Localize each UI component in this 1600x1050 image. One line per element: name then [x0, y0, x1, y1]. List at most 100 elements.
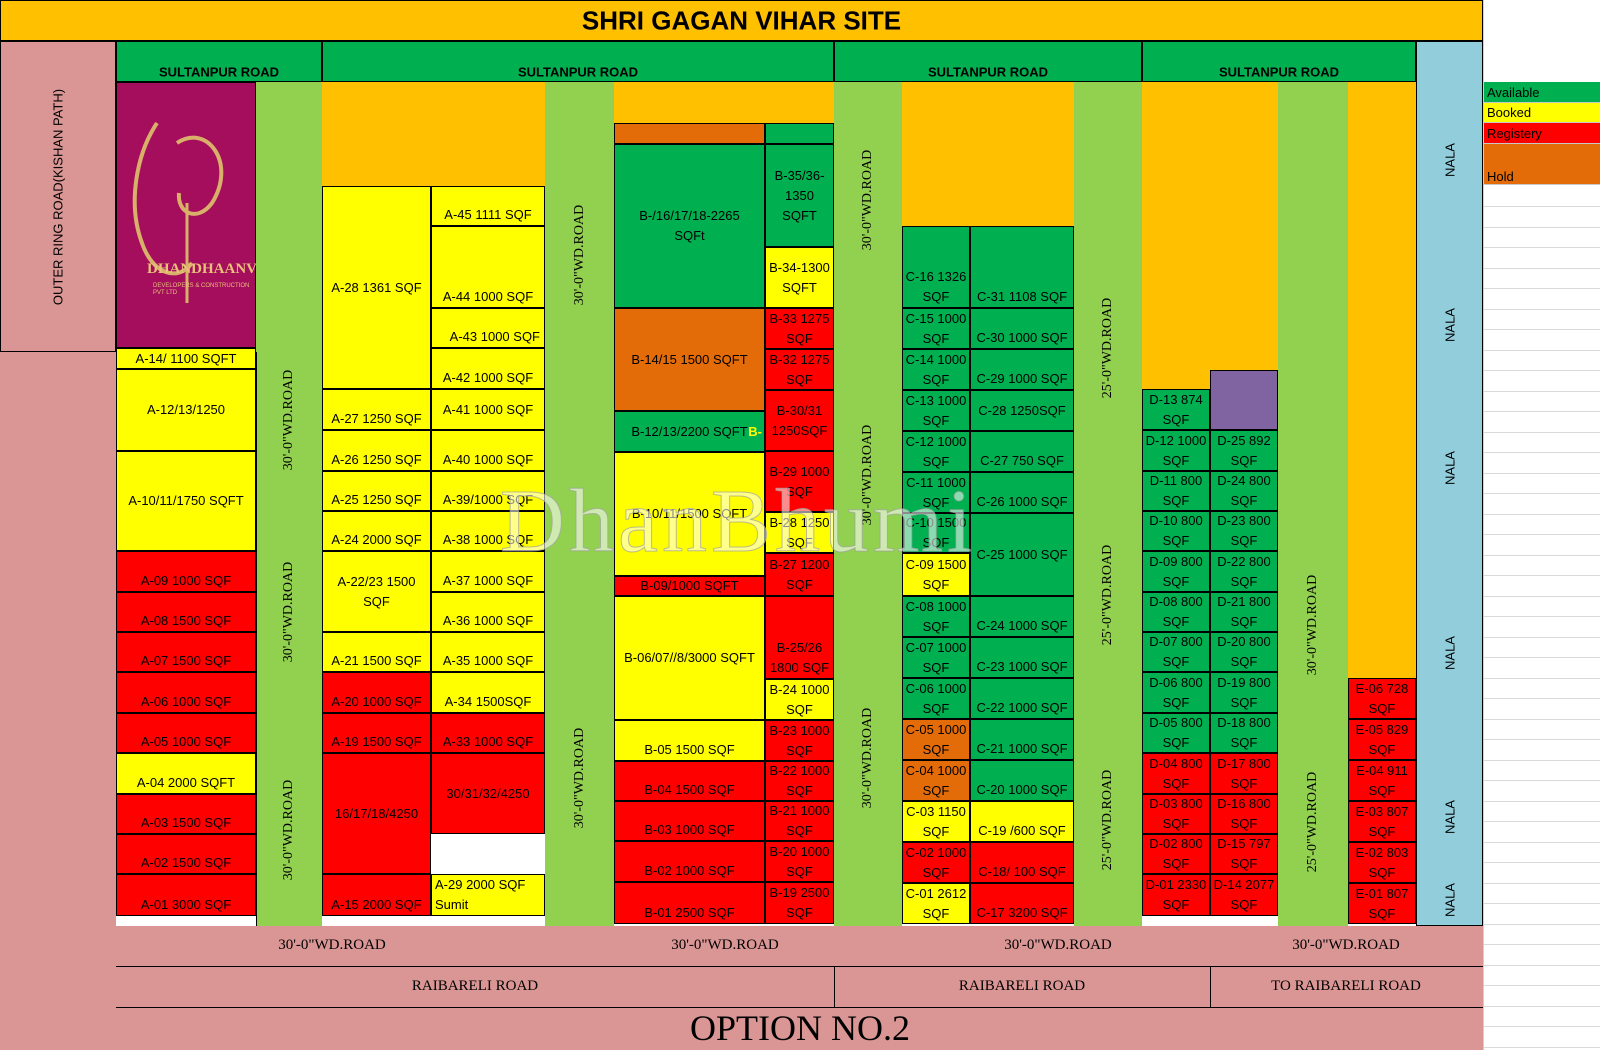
plot-a121313[interactable]: A-12/13/1250: [116, 369, 256, 451]
plot-c03[interactable]: C-03 1150 SQF: [902, 801, 970, 842]
plot-b04[interactable]: B-04 1500 SQF: [614, 761, 765, 801]
plot-a39[interactable]: A-39/1000 SQF: [431, 471, 545, 511]
plot-unlabeled[interactable]: [765, 123, 834, 144]
plot-d03[interactable]: D-03 800 SQF: [1142, 794, 1210, 834]
plot-a43[interactable]: A-43 1000 SQF: [431, 308, 545, 348]
plot-d15[interactable]: D-15 797 SQF: [1210, 834, 1278, 874]
plot-a14[interactable]: A-14/ 1100 SQFT: [116, 348, 256, 369]
plot-c30[interactable]: C-30 1000 SQF: [970, 308, 1074, 349]
plot-a20[interactable]: A-20 1000 SQF: [322, 672, 431, 713]
plot-c28[interactable]: C-28 1250SQF: [970, 390, 1074, 431]
plot-c13[interactable]: C-13 1000 SQF: [902, 390, 970, 431]
plot-a07[interactable]: A-07 1500 SQF: [116, 632, 256, 672]
plot-a101117[interactable]: A-10/11/1750 SQFT: [116, 451, 256, 551]
plot-d06[interactable]: D-06 800 SQF: [1142, 672, 1210, 713]
plot-b19[interactable]: B-19 2500 SQF: [765, 882, 834, 924]
plot-c07[interactable]: C-07 1000 SQF: [902, 637, 970, 678]
plot-d09[interactable]: D-09 800 SQF: [1142, 551, 1210, 592]
plot-b03[interactable]: B-03 1000 SQF: [614, 801, 765, 841]
plot-a05[interactable]: A-05 1000 SQF: [116, 713, 256, 753]
plot-a42[interactable]: A-42 1000 SQF: [431, 348, 545, 389]
plot-a15[interactable]: A-15 2000 SQF: [322, 874, 431, 916]
plot-b29[interactable]: B-29 1000 SQF: [765, 451, 834, 512]
plot-d07[interactable]: D-07 800 SQF: [1142, 632, 1210, 672]
plot-c22[interactable]: C-22 1000 SQF: [970, 678, 1074, 719]
plot-d02[interactable]: D-02 800 SQF: [1142, 834, 1210, 874]
plot-c23[interactable]: C-23 1000 SQF: [970, 637, 1074, 678]
plot-b1213[interactable]: B-12/13/2200 SQFT B-: [614, 411, 765, 452]
plot-b1415[interactable]: B-14/15 1500 SQFT: [614, 308, 765, 411]
plot-b2526[interactable]: B-25/26 1800 SQF: [765, 596, 834, 679]
plot-d16[interactable]: D-16 800 SQF: [1210, 794, 1278, 834]
plot-b05[interactable]: B-05 1500 SQF: [614, 720, 765, 761]
plot-d13[interactable]: D-13 874 SQF: [1142, 389, 1210, 430]
plot-c15[interactable]: C-15 1000 SQF: [902, 308, 970, 349]
plot-c02[interactable]: C-02 1000 SQF: [902, 842, 970, 883]
plot-c04[interactable]: C-04 1000 SQF: [902, 760, 970, 801]
plot-d21[interactable]: D-21 800 SQF: [1210, 592, 1278, 632]
plot-d24[interactable]: D-24 800 SQF: [1210, 471, 1278, 511]
plot-c05[interactable]: C-05 1000 SQF: [902, 719, 970, 760]
plot-b34[interactable]: B-34-1300 SQFT: [765, 247, 834, 308]
plot-a26[interactable]: A-26 1250 SQF: [322, 430, 431, 471]
plot-d01[interactable]: D-01 2330 SQF: [1142, 874, 1210, 916]
plot-b32[interactable]: B-32 1275 SQF: [765, 349, 834, 390]
plot-b24[interactable]: B-24 1000 SQF: [765, 679, 834, 720]
plot-a2223a[interactable]: A-22/23 1500 SQF: [322, 551, 431, 632]
plot-a25[interactable]: A-25 1250 SQF: [322, 471, 431, 511]
plot-e04[interactable]: E-04 911 SQF: [1348, 760, 1416, 801]
plot-a02[interactable]: A-02 1500 SQF: [116, 834, 256, 874]
plot-c14[interactable]: C-14 1000 SQF: [902, 349, 970, 390]
plot-b33[interactable]: B-33 1275 SQF: [765, 308, 834, 349]
plot-b28[interactable]: B-28 1250 SQF: [765, 512, 834, 553]
plot-d23[interactable]: D-23 800 SQF: [1210, 511, 1278, 551]
plot-a06[interactable]: A-06 1000 SQF: [116, 672, 256, 713]
plot-a30313232[interactable]: 30/31/32/4250: [431, 753, 545, 834]
plot-e02[interactable]: E-02 803 SQF: [1348, 842, 1416, 883]
plot-c25[interactable]: C-25 1000 SQF: [970, 513, 1074, 596]
plot-b27[interactable]: B-27 1200 SQF: [765, 553, 834, 596]
plot-a04[interactable]: A-04 2000 SQFT: [116, 753, 256, 794]
plot-b060708[interactable]: B-06/07//8/3000 SQFT: [614, 596, 765, 720]
plot-c26[interactable]: C-26 1000 SQF: [970, 472, 1074, 513]
plot-unlabeled[interactable]: [614, 123, 765, 144]
plot-c10[interactable]: C-10 1500 SQF: [902, 513, 970, 553]
plot-d04[interactable]: D-04 800 SQF: [1142, 753, 1210, 794]
plot-c20[interactable]: C-20 1000 SQF: [970, 760, 1074, 801]
plot-c11[interactable]: C-11 1000 SQF: [902, 472, 970, 513]
plot-a35[interactable]: A-35 1000 SQF: [431, 632, 545, 672]
plot-b3536[interactable]: B-35/36-1350 SQFT: [765, 144, 834, 247]
plot-b22[interactable]: B-22 1000 SQF: [765, 761, 834, 801]
plot-a19[interactable]: A-19 1500 SQF: [322, 713, 431, 753]
plot-d08[interactable]: D-08 800 SQF: [1142, 592, 1210, 632]
plot-c01[interactable]: C-01 2612 SQF: [902, 883, 970, 924]
plot-a161718[interactable]: 16/17/18/4250: [322, 753, 431, 874]
plot-c16[interactable]: C-16 1326 SQF: [902, 226, 970, 308]
plot-unlabeled[interactable]: [1210, 370, 1278, 430]
plot-a34[interactable]: A-34 1500SQF: [431, 672, 545, 713]
plot-d20[interactable]: D-20 800 SQF: [1210, 632, 1278, 672]
plot-d17[interactable]: D-17 800 SQF: [1210, 753, 1278, 794]
plot-c24[interactable]: C-24 1000 SQF: [970, 596, 1074, 637]
plot-a44[interactable]: A-44 1000 SQF: [431, 226, 545, 308]
plot-a45[interactable]: A-45 1111 SQF: [431, 186, 545, 226]
plot-c19[interactable]: C-19 /600 SQF: [970, 801, 1074, 842]
plot-a09[interactable]: A-09 1000 SQF: [116, 551, 256, 592]
plot-a36[interactable]: A-36 1000 SQF: [431, 592, 545, 632]
plot-e05[interactable]: E-05 829 SQF: [1348, 719, 1416, 760]
plot-d10[interactable]: D-10 800 SQF: [1142, 511, 1210, 551]
plot-d14[interactable]: D-14 2077 SQF: [1210, 874, 1278, 916]
plot-c17[interactable]: C-17 3200 SQF: [970, 883, 1074, 924]
plot-a37[interactable]: A-37 1000 SQF: [431, 551, 545, 592]
plot-c08[interactable]: C-08 1000 SQF: [902, 596, 970, 637]
plot-d22[interactable]: D-22 800 SQF: [1210, 551, 1278, 592]
plot-a38[interactable]: A-38 1000 SQF: [431, 511, 545, 551]
plot-d18[interactable]: D-18 800 SQF: [1210, 713, 1278, 753]
plot-c21[interactable]: C-21 1000 SQF: [970, 719, 1074, 760]
plot-d05[interactable]: D-05 800 SQF: [1142, 713, 1210, 753]
plot-a33[interactable]: A-33 1000 SQF: [431, 713, 545, 753]
plot-a21[interactable]: A-21 1500 SQF: [322, 632, 431, 672]
plot-c18[interactable]: C-18/ 100 SQF: [970, 842, 1074, 883]
plot-e03[interactable]: E-03 807 SQF: [1348, 801, 1416, 842]
plot-b21[interactable]: B-21 1000 SQF: [765, 801, 834, 841]
